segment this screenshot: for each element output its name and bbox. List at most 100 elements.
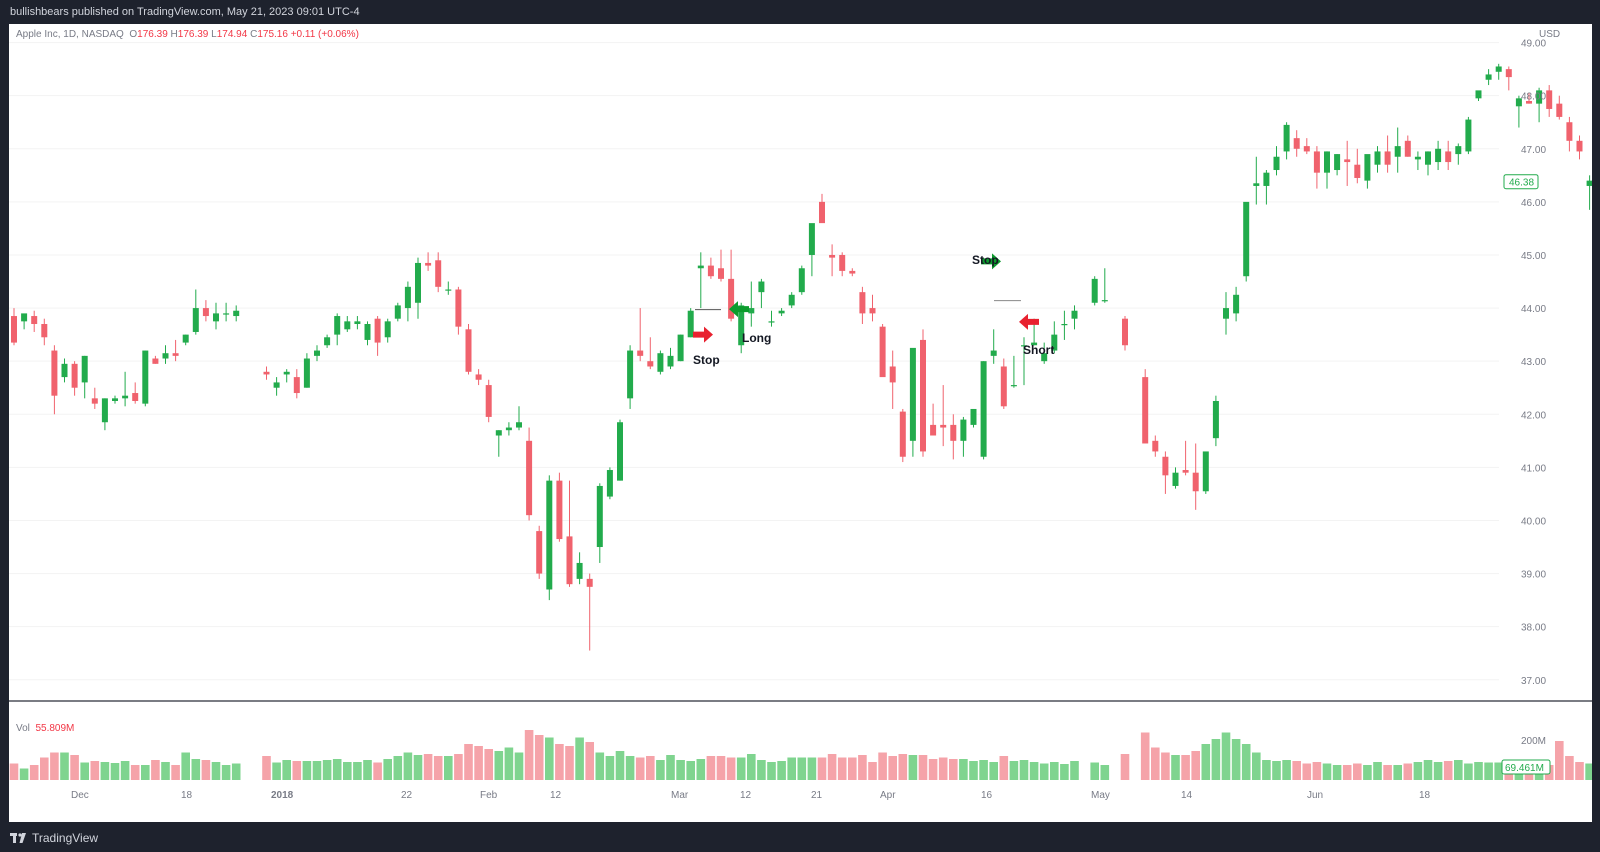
candle-body [192,308,199,332]
volume-bar [1585,763,1592,780]
volume-value: 55.809M [35,723,75,734]
volume-bar [484,749,493,780]
volume-bar [1090,762,1099,780]
candle-body [788,294,795,306]
volume-bar [777,761,786,780]
volume-bar [1272,761,1281,780]
candle-body [889,366,896,383]
price-tick-label: 48.00 [1521,92,1546,103]
candle-body [455,289,462,327]
tradingview-logo[interactable]: TradingView [10,831,98,845]
volume-bar [1070,761,1079,780]
candle-body [31,316,38,325]
time-tick-label: 18 [1419,790,1431,801]
volume-bar [1211,739,1221,780]
volume-bar [635,757,645,780]
volume-bar [1565,756,1574,780]
candle-body [1455,146,1462,155]
volume-bar [575,737,584,780]
candle-body [273,382,280,388]
volume-bar [1060,764,1069,780]
volume-bar [141,765,150,780]
time-tick-label: Dec [71,790,89,801]
candle-body [132,393,139,401]
volume-bar [1312,762,1322,780]
time-tick-label: 14 [1181,790,1193,801]
price-tick-label: 42.00 [1521,410,1546,421]
close-value: 175.16 [257,29,288,40]
volume-bar [1039,763,1049,780]
candle-body [1031,342,1038,346]
volume-bar [938,757,948,780]
candle-body [1515,98,1522,107]
candle-body [516,422,522,428]
volume-bar [373,762,382,780]
volume-bar [130,765,140,780]
currency-label: USD [1539,29,1561,40]
candle-body [728,278,735,319]
candle-body [314,350,320,356]
candle-body [425,262,432,266]
candle-body [1425,151,1431,165]
candle-body [445,289,452,291]
candle-body [1303,146,1310,152]
candle-body [1566,122,1573,141]
volume-bar [403,752,413,780]
price-chart[interactable]: Long Stop Stop Short 49.00 48.00 47.00 46.00 45… [9,24,1592,822]
candle-body [1465,119,1472,152]
candle-body [606,470,613,497]
volume-bar [1342,765,1352,780]
volume-bar [262,756,271,780]
change-value: +0.11 (+0.06%) [290,29,359,40]
volume-bar [615,751,625,780]
candle-body [1192,472,1199,492]
time-tick-label: Mar [671,790,689,801]
volume-bar [676,760,685,780]
volume-bar [858,755,867,780]
annotation-arrow [981,253,1001,270]
symbol-legend: Apple Inc, 1D, NASDAQ O176.39 H176.39 L1… [16,29,359,40]
price-tick-label: 39.00 [1521,570,1546,581]
volume-bar [272,762,281,780]
volume-bar [656,760,665,780]
candle-body [1354,164,1361,178]
volume-bar [787,757,796,780]
annotation-arrow [729,301,749,318]
price-tick-label: 46.00 [1521,198,1546,209]
candle-body [899,411,906,457]
volume-bar [1019,760,1029,780]
volume-bar [1484,762,1493,780]
candle-body [384,321,391,338]
volume-bar [191,759,201,780]
volume-bar [100,762,110,780]
volume-bar [120,761,130,780]
candle-body [91,398,98,404]
candle-body [930,424,937,436]
price-tick-label: 45.00 [1521,251,1546,262]
candle-body [1263,172,1270,186]
volume-label: Vol [16,723,30,734]
candle-body [576,562,583,579]
volume-bar [878,752,887,780]
close-label: C [250,29,258,40]
candle-body [627,350,634,399]
volume-bar [686,761,695,780]
candle-body [990,350,997,356]
candle-body [1253,183,1260,186]
annotation-arrow [1019,313,1039,330]
volume-bar [1433,762,1443,780]
volume-bar [343,762,352,780]
price-axis[interactable]: 49.00 48.00 47.00 46.00 45.00 44.00 43.00 42.00… [1501,39,1551,775]
candle-body [101,398,108,423]
candle-body [526,440,533,516]
annotation-label: Short [1023,343,1054,357]
publisher-bar: bullishbears published on TradingView.co… [0,0,1600,24]
time-tick-label: 12 [740,790,752,801]
volume-bar [1151,747,1160,780]
volume-bar [474,746,483,780]
time-axis[interactable]: Dec 18 2018 22 Feb 12 Mar 12 21 Apr 16 May 14 Jun 18 [71,790,1431,801]
candle-body [586,578,593,587]
candle-body [1243,201,1250,277]
volume-bar [706,756,716,780]
price-tick-label: 44.00 [1521,304,1546,315]
